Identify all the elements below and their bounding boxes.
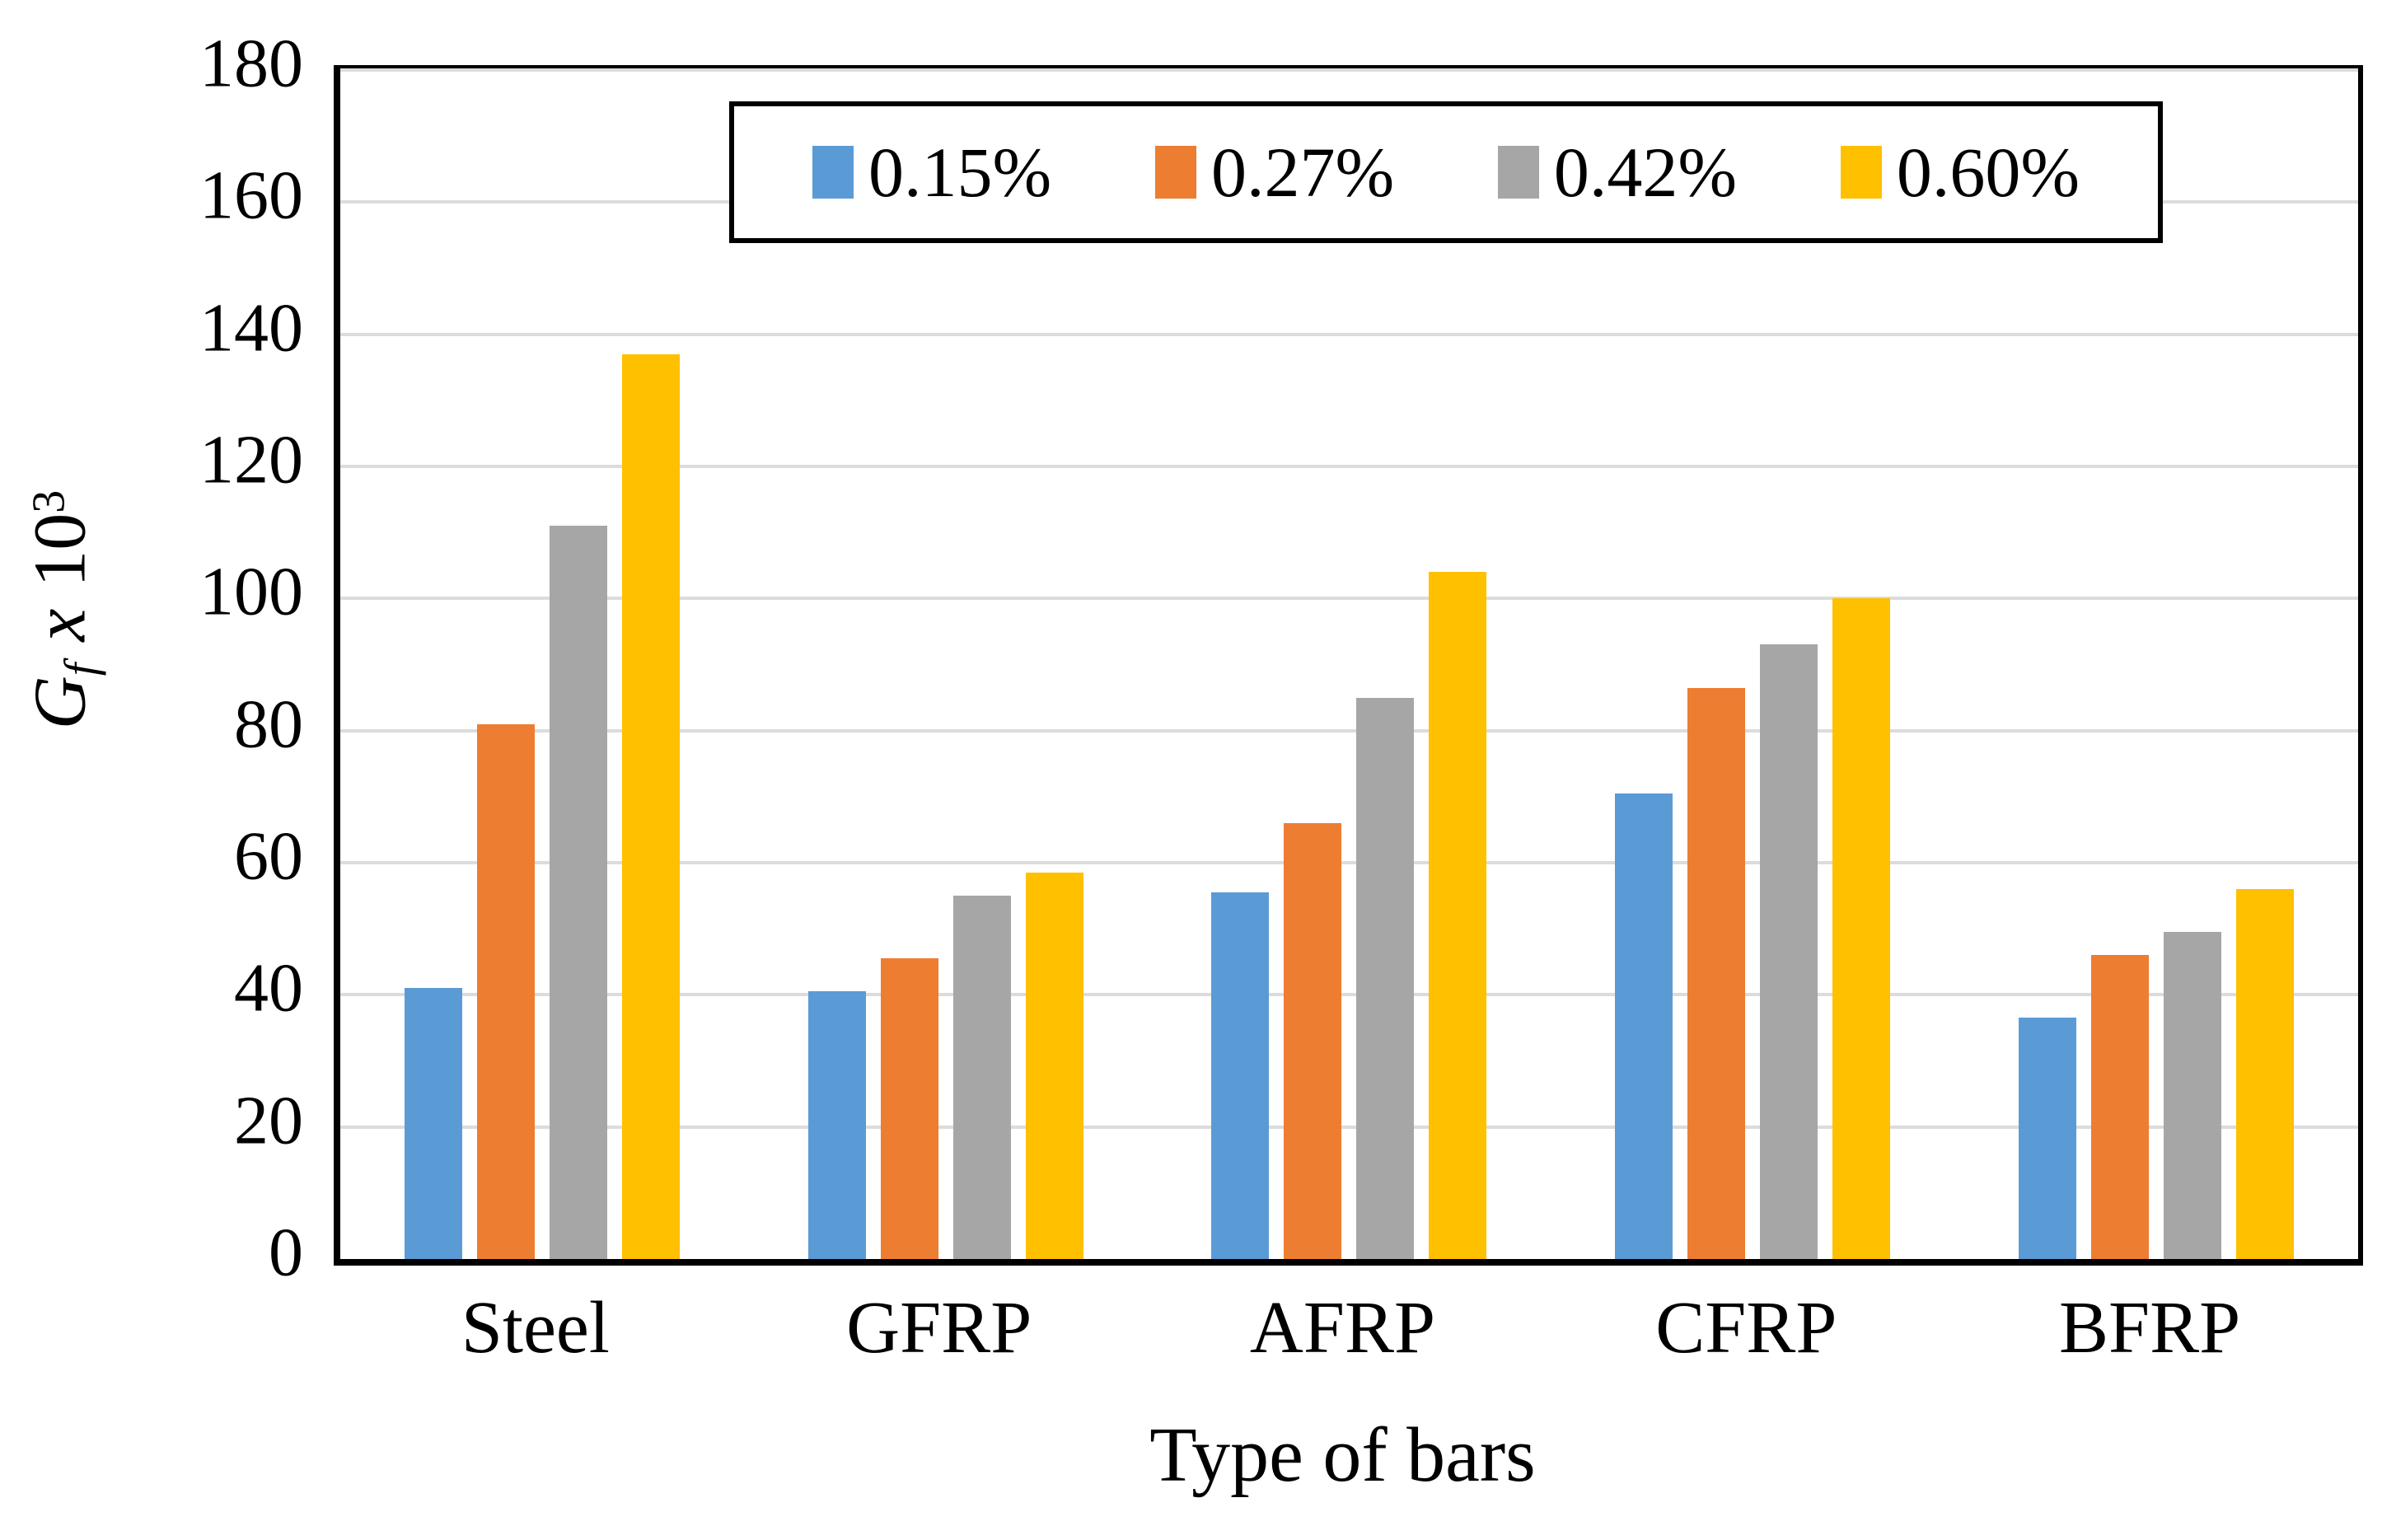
bar-steel-0.27% [476, 723, 535, 1259]
y-tick-label-180: 180 [199, 25, 303, 102]
legend-label-0.15%: 0.15% [868, 133, 1052, 212]
gridline-60 [340, 861, 2358, 864]
gridline-120 [340, 465, 2358, 468]
y-tick-label-20: 20 [234, 1081, 303, 1159]
x-category-label-afrp: AFRP [1249, 1287, 1436, 1369]
bar-steel-0.60% [621, 353, 680, 1259]
bar-gfrp-0.60% [1025, 873, 1083, 1259]
bar-gfrp-0.42% [952, 896, 1011, 1259]
legend-item-0.60%: 0.60% [1840, 133, 2080, 212]
bar-gfrp-0.15% [807, 991, 866, 1259]
x-category-label-cfrp: CFRP [1655, 1287, 1837, 1369]
legend-label-0.60%: 0.60% [1896, 133, 2080, 212]
bar-afrp-0.42% [1356, 697, 1415, 1259]
legend-swatch-0.27% [1154, 146, 1196, 199]
bar-steel-0.42% [549, 526, 607, 1259]
y-axis-ticks: 0 20 40 60 80 100 120 140 160 180 [0, 29, 303, 1287]
gridline-100 [340, 597, 2358, 601]
gridline-140 [340, 332, 2358, 336]
x-axis-title: Type of bars [1149, 1412, 1536, 1498]
legend-swatch-0.42% [1497, 146, 1539, 199]
bar-gfrp-0.27% [880, 958, 938, 1259]
y-tick-label-80: 80 [234, 685, 303, 762]
bar-afrp-0.27% [1284, 822, 1342, 1259]
plot-area: 0.15% 0.27% 0.42% 0.60% [334, 65, 2363, 1266]
bar-group-cfrp [1551, 70, 1954, 1259]
legend-swatch-0.60% [1840, 146, 1882, 199]
bar-group-afrp [1148, 70, 1551, 1259]
bar-cfrp-0.60% [1832, 598, 1891, 1259]
gridline-40 [340, 993, 2358, 997]
legend: 0.15% 0.27% 0.42% 0.60% [729, 101, 2163, 243]
y-tick-label-0: 0 [269, 1214, 303, 1291]
bar-cfrp-0.42% [1760, 644, 1818, 1259]
y-tick-label-40: 40 [234, 949, 303, 1027]
gridline-80 [340, 728, 2358, 733]
x-category-label-gfrp: GFRP [846, 1287, 1032, 1369]
bar-bfrp-0.42% [2164, 932, 2222, 1259]
y-tick-label-140: 140 [199, 288, 303, 366]
legend-item-0.42%: 0.42% [1497, 133, 1738, 212]
gridline-20 [340, 1125, 2358, 1129]
x-category-label-steel: Steel [461, 1287, 610, 1369]
y-tick-label-60: 60 [234, 817, 303, 895]
bar-group-steel [340, 70, 744, 1259]
y-tick-label-100: 100 [199, 553, 303, 630]
legend-label-0.42%: 0.42% [1553, 133, 1738, 212]
bar-cfrp-0.15% [1615, 793, 1673, 1259]
bar-group-gfrp [744, 70, 1148, 1259]
legend-item-0.15%: 0.15% [812, 137, 1051, 208]
gridline-180 [340, 68, 2358, 72]
bar-steel-0.15% [404, 988, 462, 1259]
bar-afrp-0.60% [1429, 572, 1487, 1259]
x-category-label-bfrp: BFRP [2059, 1287, 2241, 1369]
bar-afrp-0.15% [1211, 892, 1270, 1259]
x-axis-ticks: Steel GFRP AFRP CFRP BFRP [334, 1287, 2352, 1394]
legend-label-0.27%: 0.27% [1210, 133, 1395, 212]
legend-swatch-0.15% [812, 146, 854, 199]
bar-cfrp-0.27% [1687, 687, 1746, 1259]
y-tick-label-120: 120 [199, 421, 303, 499]
bar-group-bfrp [1954, 70, 2358, 1259]
legend-item-0.27%: 0.27% [1154, 133, 1395, 212]
bar-bfrp-0.27% [2091, 955, 2150, 1259]
bar-bfrp-0.60% [2236, 889, 2295, 1259]
y-tick-label-160: 160 [199, 157, 303, 234]
bar-bfrp-0.15% [2019, 1018, 2077, 1259]
